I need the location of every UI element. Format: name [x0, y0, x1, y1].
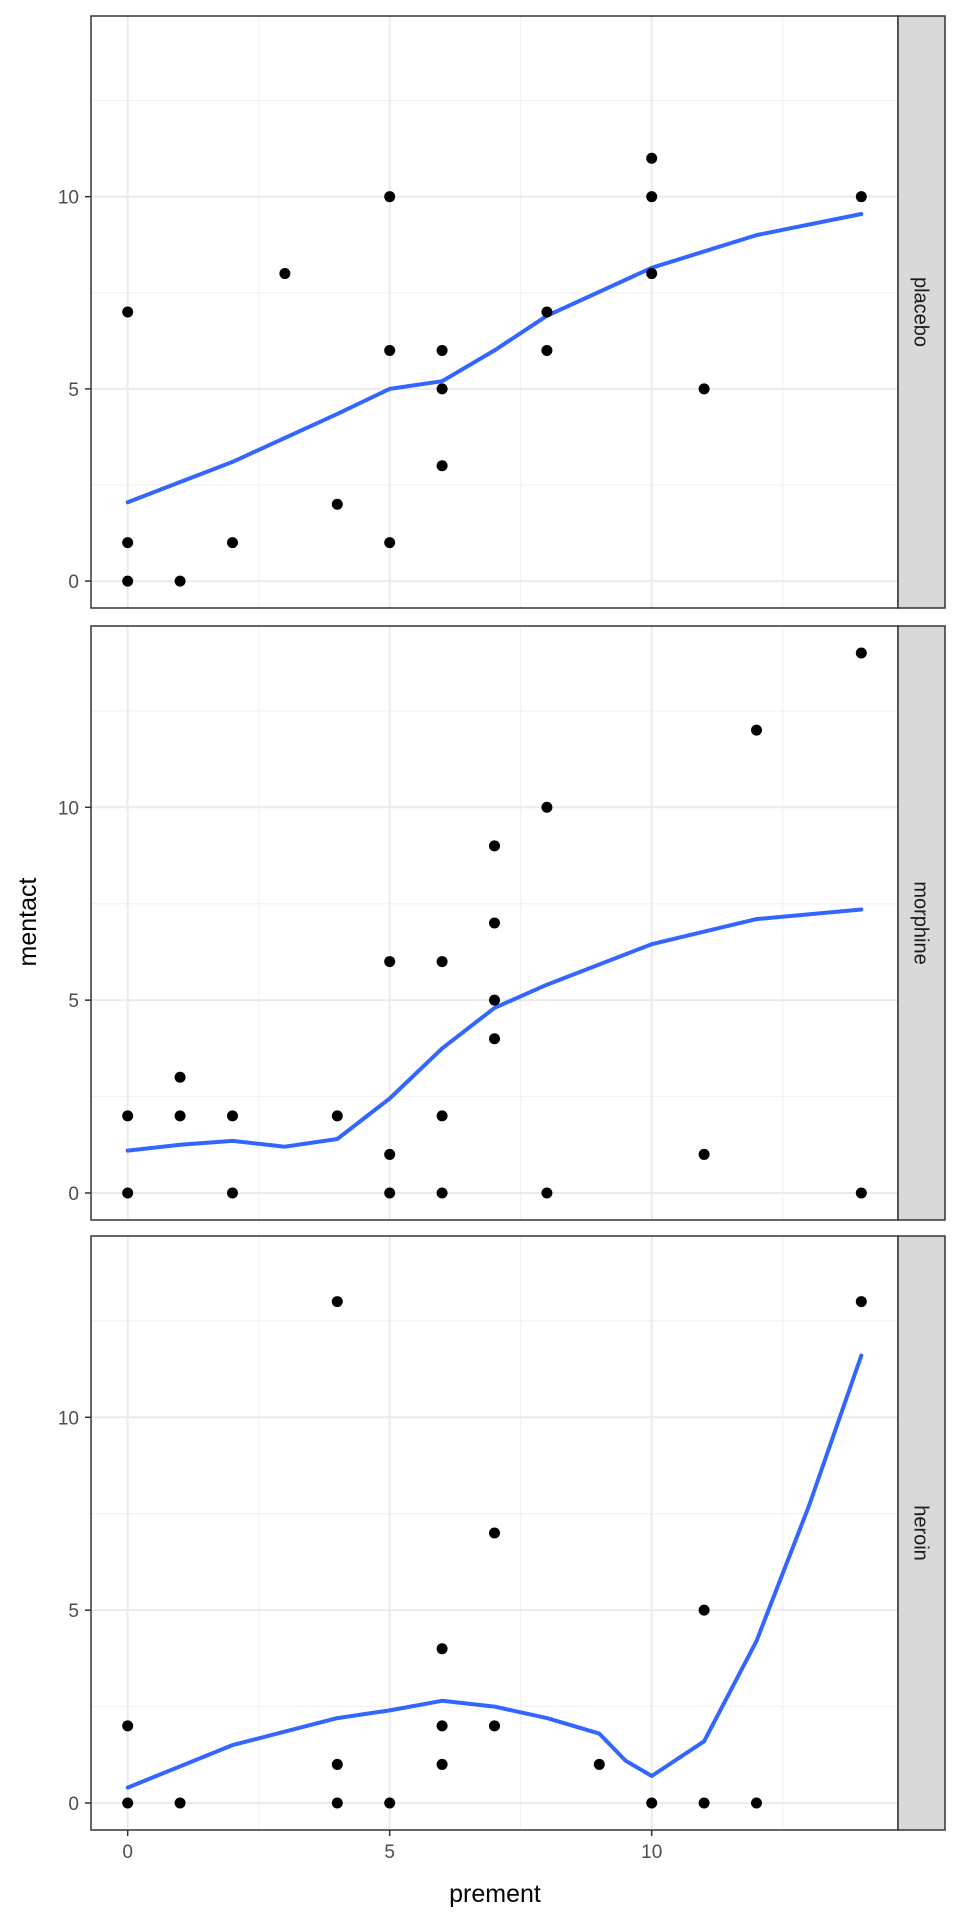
data-point: [436, 344, 448, 356]
data-point: [646, 268, 658, 280]
smooth-line-morphine: [125, 907, 864, 1153]
data-point: [489, 917, 500, 929]
y-axis-title: mentact: [14, 877, 42, 966]
facet-strip-label: heroin: [910, 1505, 932, 1561]
data-point: [384, 1148, 396, 1160]
data-point: [436, 1187, 448, 1199]
data-point: [331, 1296, 343, 1308]
data-point: [226, 537, 238, 549]
x-tick-label: 10: [641, 1842, 662, 1863]
x-axis: 0 5 10: [122, 1830, 662, 1863]
data-point: [436, 460, 448, 472]
data-point: [489, 840, 500, 852]
x-axis-title: prement: [449, 1880, 541, 1908]
data-point: [122, 1797, 134, 1809]
y-tick-label: 0: [68, 1794, 79, 1815]
data-point: [436, 1643, 448, 1655]
data-point: [174, 1797, 186, 1809]
data-point: [384, 1187, 396, 1199]
facet-panels: 0 5 10 placebo 0 5 10 morphine 0 5 10 heroin: [58, 15, 946, 1831]
facet-strip: [897, 625, 946, 1221]
data-point: [384, 1797, 396, 1809]
y-tick-label: 5: [68, 1601, 79, 1622]
data-point: [855, 647, 867, 659]
smooth-line-placebo: [125, 212, 864, 505]
smooth-line-heroin: [125, 1353, 864, 1790]
data-point: [541, 1187, 553, 1199]
data-point: [855, 191, 867, 203]
data-point: [436, 1720, 448, 1732]
data-point: [331, 498, 343, 510]
facet-panel-morphine: 0 5 10 morphine: [58, 625, 946, 1221]
data-point: [436, 956, 448, 968]
data-point: [698, 383, 710, 395]
data-point: [698, 1604, 710, 1616]
x-tick-label: 5: [384, 1842, 395, 1863]
data-point: [384, 191, 396, 203]
data-point: [122, 1110, 134, 1122]
data-point: [751, 1797, 763, 1809]
data-point: [855, 1187, 867, 1199]
data-point: [646, 152, 658, 164]
data-point: [122, 306, 134, 318]
panel-background: [91, 16, 898, 608]
data-point: [489, 1527, 500, 1539]
data-point: [436, 1110, 448, 1122]
y-tick-label: 5: [68, 380, 79, 401]
facet-strip-label: placebo: [910, 277, 932, 347]
y-tick-label: 5: [68, 991, 79, 1012]
data-point: [436, 1758, 448, 1770]
data-point: [541, 344, 553, 356]
data-point: [593, 1758, 605, 1770]
facet-strip-label: morphine: [910, 881, 932, 964]
data-point: [489, 1033, 500, 1045]
y-tick-label: 10: [58, 188, 79, 209]
data-point: [122, 1720, 134, 1732]
y-tick-label: 10: [58, 798, 79, 819]
data-point: [174, 1110, 186, 1122]
x-tick-label: 0: [122, 1842, 133, 1863]
facet-panel-heroin: 0 5 10 heroin: [58, 1235, 946, 1831]
facet-panel-placebo: 0 5 10 placebo: [58, 15, 946, 609]
data-point: [751, 724, 763, 736]
data-point: [122, 575, 134, 587]
data-point: [698, 1148, 710, 1160]
data-point: [331, 1110, 343, 1122]
data-point: [279, 268, 291, 280]
data-point: [174, 575, 186, 587]
data-point: [174, 1071, 186, 1083]
data-point: [384, 344, 396, 356]
y-tick-label: 0: [68, 1184, 79, 1205]
facet-strip: [897, 1235, 946, 1831]
data-point: [541, 801, 553, 813]
data-point: [122, 537, 134, 549]
y-tick-label: 0: [68, 572, 79, 593]
data-point: [646, 191, 658, 203]
data-point: [436, 383, 448, 395]
data-point: [331, 1758, 343, 1770]
data-point: [384, 956, 396, 968]
data-point: [698, 1797, 710, 1809]
facet-strip: [897, 15, 946, 609]
data-point: [122, 1187, 134, 1199]
data-point: [226, 1187, 238, 1199]
data-point: [226, 1110, 238, 1122]
data-point: [541, 306, 553, 318]
data-point: [489, 1720, 500, 1732]
data-point: [855, 1296, 867, 1308]
data-point: [384, 537, 396, 549]
data-point: [489, 994, 500, 1006]
data-point: [646, 1797, 658, 1809]
y-tick-label: 10: [58, 1408, 79, 1429]
data-point: [331, 1797, 343, 1809]
